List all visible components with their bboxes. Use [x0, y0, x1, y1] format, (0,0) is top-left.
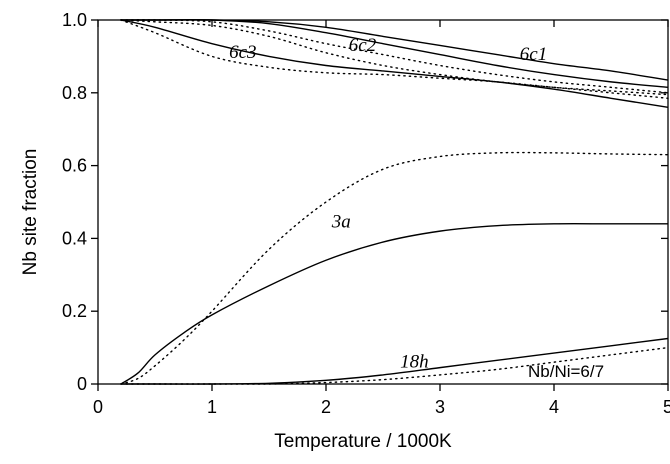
curve-label-6c3: 6c3 [229, 42, 256, 63]
y-tick-label: 0.4 [62, 228, 87, 248]
axes: Nb/Ni=6/7 0 1 2 3 4 5 0 0.2 0.4 0.6 0.8 1.0 Temperatu… [20, 10, 670, 452]
x-axis-label: Temperature / 1000K [274, 431, 452, 452]
y-tick-label: 0 [77, 374, 87, 394]
ratio-annotation: Nb/Ni=6/7 [528, 362, 604, 381]
series-line-3a-solid [120, 223, 668, 385]
x-tick-label: 0 [93, 397, 103, 417]
curve-label-6c2: 6c2 [349, 35, 377, 56]
y-tick-label: 0.2 [62, 301, 87, 321]
y-tick-label: 0.8 [62, 83, 87, 103]
curve-label-18h: 18h [400, 352, 429, 373]
series-line-6c1-dotted [120, 19, 669, 94]
curve-label-6c1: 6c1 [520, 44, 547, 65]
x-tick-label: 2 [321, 397, 331, 417]
curve-labels: 6c1 6c2 6c3 3a 18h [229, 35, 547, 373]
series-line-6c3-dotted [120, 19, 669, 99]
plot-frame [97, 19, 669, 385]
series-line-6c3-solid [120, 19, 669, 109]
y-tick-label: 0.6 [62, 156, 87, 176]
y-tick-label: 1.0 [62, 10, 87, 30]
series-line-3a-dotted [120, 151, 669, 385]
series-line-6c1-solid [120, 19, 669, 81]
x-tick-label: 5 [663, 397, 670, 417]
series-line-6c2-dotted [120, 19, 669, 96]
series-line-18h-dotted [120, 346, 669, 385]
x-tick-label: 3 [435, 397, 445, 417]
x-tick-label: 1 [207, 397, 217, 417]
x-tick-label: 4 [549, 397, 559, 417]
curve-label-3a: 3a [331, 211, 351, 232]
y-axis-label: Nb site fraction [20, 149, 41, 276]
series-layer [120, 19, 669, 385]
